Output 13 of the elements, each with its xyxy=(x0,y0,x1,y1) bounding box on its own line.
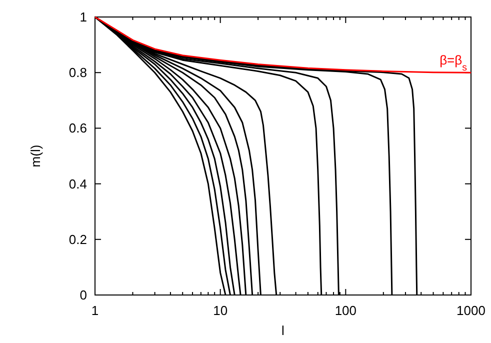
y-tick-label: 0.4 xyxy=(68,176,87,192)
x-tick-label: 1000 xyxy=(456,303,486,318)
x-tick-label: 100 xyxy=(334,303,357,318)
x-tick-label: 1 xyxy=(91,303,99,318)
y-tick-label: 0 xyxy=(80,288,87,302)
y-tick-label: 0.2 xyxy=(68,232,87,247)
y-tick-label: 0.8 xyxy=(68,65,87,80)
x-tick-label: 10 xyxy=(213,303,228,318)
y-tick-label: 0.6 xyxy=(68,120,87,136)
y-tick-label: 1 xyxy=(80,10,87,24)
x-axis-title: l xyxy=(282,323,285,338)
series-label: β=β$_{s}$ xyxy=(440,52,468,74)
y-axis-title: m(l) xyxy=(28,144,43,168)
